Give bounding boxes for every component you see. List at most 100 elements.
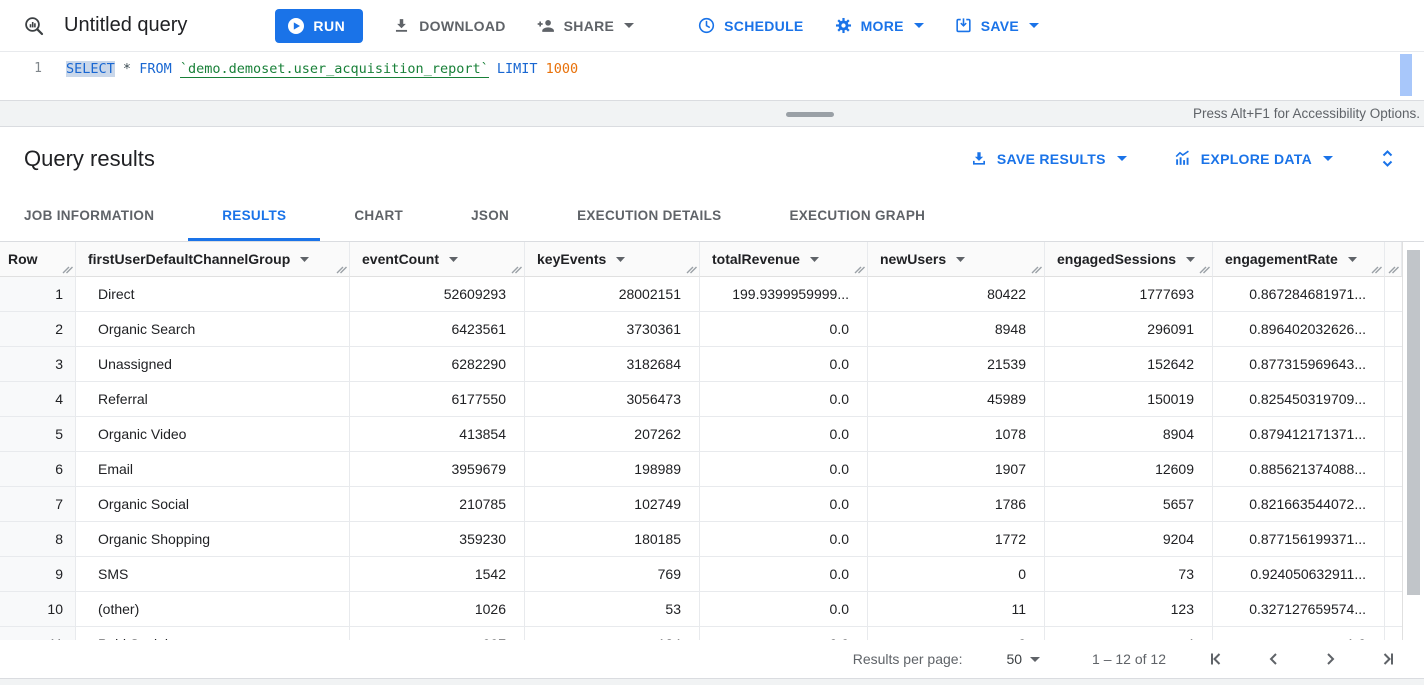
caret-down-icon (913, 23, 924, 28)
table-cell: 359230 (350, 522, 525, 557)
table-cell: 0.885621374088... (1213, 452, 1385, 487)
tab-job-information[interactable]: JOB INFORMATION (24, 208, 155, 223)
play-circle-icon (287, 17, 305, 35)
tab-json[interactable]: JSON (471, 208, 510, 223)
table-cell: 6177550 (350, 382, 525, 417)
column-resize-icon[interactable] (511, 263, 522, 274)
splitter-drag-handle[interactable] (786, 112, 834, 117)
table-cell: 8948 (868, 312, 1045, 347)
table-cell: 8904 (1045, 417, 1213, 452)
sort-caret-icon[interactable] (449, 256, 458, 262)
table-row: 11Paid Social9971340.0041.0 (0, 627, 1424, 640)
column-resize-icon[interactable] (1031, 263, 1042, 274)
schedule-button[interactable]: SCHEDULE (697, 16, 803, 35)
chevron-right-icon[interactable] (1318, 647, 1342, 671)
table-cell: 0.867284681971... (1213, 277, 1385, 312)
sort-caret-icon[interactable] (300, 256, 310, 262)
column-header-keyEvents[interactable]: keyEvents (525, 242, 700, 277)
table-cell: Organic Video (76, 417, 350, 452)
table-row: 7 Organic Social 210785 102749 0.0 1786 5657 0.… (0, 487, 1424, 522)
person-add-icon (536, 16, 556, 36)
sort-caret-icon[interactable] (1186, 256, 1196, 262)
table-cell: 3056473 (525, 382, 700, 417)
save-icon (954, 16, 973, 35)
table-cell: 1542 (350, 557, 525, 592)
table-cell: 180185 (525, 522, 700, 557)
table-cell: 0.0 (700, 382, 868, 417)
column-header-totalRevenue[interactable]: totalRevenue (700, 242, 868, 277)
sort-caret-icon[interactable] (809, 256, 819, 262)
column-header-engagedSessions[interactable]: engagedSessions (1045, 242, 1213, 277)
table-cell: 152642 (1045, 347, 1213, 382)
sql-token (538, 61, 546, 77)
column-resize-icon[interactable] (336, 263, 347, 274)
table-cell: 1777693 (1045, 277, 1213, 312)
schedule-button-label: SCHEDULE (724, 17, 804, 34)
page-size-select[interactable]: 50 (1006, 651, 1041, 667)
table-cell: 11 (868, 592, 1045, 627)
table-cell: 150019 (1045, 382, 1213, 417)
run-button[interactable]: RUN (275, 8, 364, 43)
table-cell: 769 (525, 557, 700, 592)
column-resize-icon[interactable] (686, 263, 697, 274)
row-number-cell: 6 (0, 452, 76, 487)
table-vertical-scrollbar[interactable] (1402, 242, 1424, 640)
results-tabs: JOB INFORMATION RESULTS CHART JSON EXECUTION… (0, 190, 1424, 242)
column-resize-icon[interactable] (62, 263, 73, 274)
table-cell: Paid Social (76, 627, 350, 640)
save-button[interactable]: SAVE (954, 16, 1040, 35)
table-cell: 0.0 (700, 312, 868, 347)
table-body: 1 Direct 52609293 28002151 199.9399959999...… (0, 277, 1424, 640)
table-cell: 1026 (350, 592, 525, 627)
explore-data-icon (1173, 149, 1192, 168)
download-button[interactable]: DOWNLOAD (392, 16, 505, 35)
sort-caret-icon[interactable] (956, 256, 966, 262)
explore-data-button[interactable]: EXPLORE DATA (1173, 149, 1333, 168)
column-header-firstUserDefaultChannelGroup[interactable]: firstUserDefaultChannelGroup (76, 242, 350, 277)
chevron-left-icon[interactable] (1262, 647, 1286, 671)
table-cell: 3730361 (525, 312, 700, 347)
sql-code-line[interactable]: SELECT * FROM `demo.demoset.user_acquisi… (66, 59, 578, 79)
column-resize-icon[interactable] (1371, 263, 1382, 274)
run-button-label: RUN (313, 17, 346, 34)
tab-results[interactable]: RESULTS (188, 190, 321, 241)
column-resize-icon[interactable] (1199, 263, 1210, 274)
table-cell: 198989 (525, 452, 700, 487)
column-header-Row: Row (0, 242, 76, 277)
results-per-page-label: Results per page: (852, 651, 963, 667)
table-cell: 1772 (868, 522, 1045, 557)
table-cell: Direct (76, 277, 350, 312)
line-number: 1 (34, 61, 42, 76)
query-results-header: Query results SAVE RESULTS (0, 127, 1424, 190)
unfold-more-icon[interactable] (1379, 148, 1396, 169)
column-resize-icon[interactable] (1388, 263, 1399, 274)
pagination-footer: Results per page: 50 1 – 12 of 12 (0, 640, 1424, 678)
table-cell: 4 (1045, 627, 1213, 640)
column-header-eventCount[interactable]: eventCount (350, 242, 525, 277)
share-button[interactable]: SHARE (536, 16, 635, 36)
editor-scrollbar[interactable] (1400, 54, 1412, 96)
table-cell: 73 (1045, 557, 1213, 592)
bottom-strip (0, 678, 1424, 685)
row-number-cell: 11 (0, 627, 76, 640)
last-page-icon[interactable] (1374, 647, 1398, 671)
scrollbar-thumb[interactable] (1407, 250, 1420, 595)
sql-editor[interactable]: 1 SELECT * FROM `demo.demoset.user_acqui… (0, 52, 1424, 100)
first-page-icon[interactable] (1206, 647, 1230, 671)
tab-chart[interactable]: CHART (354, 208, 404, 223)
more-button[interactable]: MORE (834, 16, 924, 35)
column-resize-icon[interactable] (854, 263, 865, 274)
sort-caret-icon[interactable] (1347, 256, 1357, 262)
page-size-value: 50 (1006, 651, 1023, 667)
tab-execution-details[interactable]: EXECUTION DETAILS (577, 208, 722, 223)
sql-token: FROM (139, 61, 172, 77)
table-cell: 0.879412171371... (1213, 417, 1385, 452)
column-header-engagementRate[interactable]: engagementRate (1213, 242, 1385, 277)
row-number-cell: 9 (0, 557, 76, 592)
table-cell: 0 (868, 627, 1045, 640)
column-header-newUsers[interactable]: newUsers (868, 242, 1045, 277)
sort-caret-icon[interactable] (616, 256, 626, 262)
tab-execution-graph[interactable]: EXECUTION GRAPH (789, 208, 926, 223)
save-results-button[interactable]: SAVE RESULTS (970, 150, 1127, 168)
table-row: 8 Organic Shopping 359230 180185 0.0 1772 9204… (0, 522, 1424, 557)
